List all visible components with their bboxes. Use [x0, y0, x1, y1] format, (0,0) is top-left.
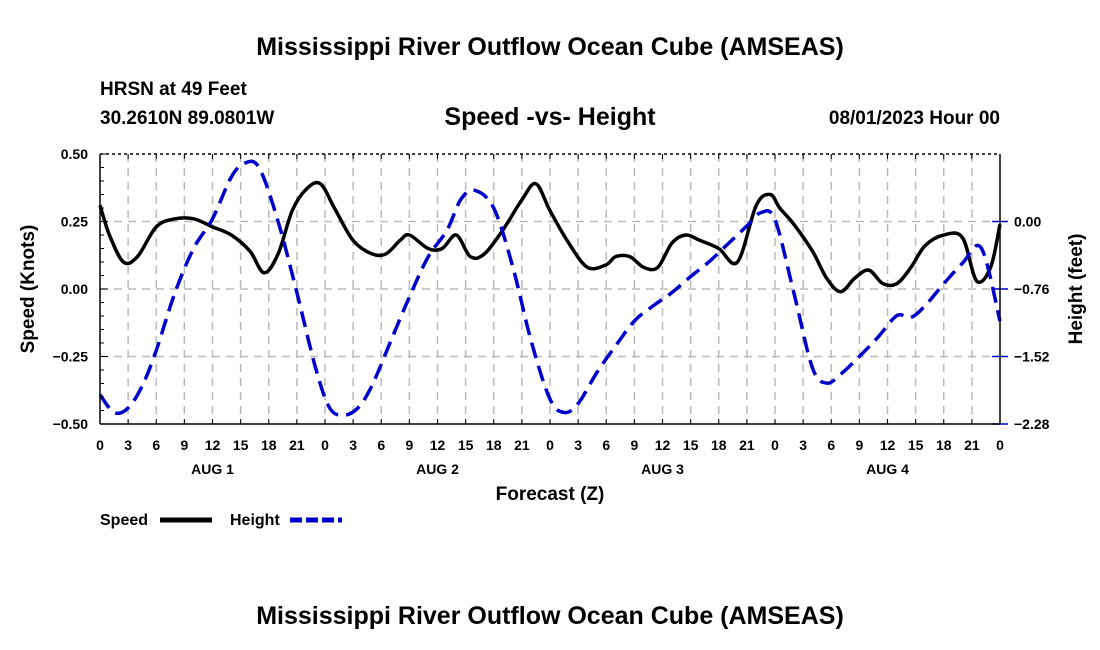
x-tick-label: 9 [180, 437, 188, 453]
grid-lines [100, 154, 1000, 424]
x-tick-label: 3 [574, 437, 582, 453]
x-tick-label: 6 [377, 437, 385, 453]
x-tick-label: 12 [430, 437, 446, 453]
x-tick-label: 3 [349, 437, 357, 453]
x-tick-label: 18 [711, 437, 727, 453]
x-tick-label: 6 [602, 437, 610, 453]
x-tick-label: 9 [630, 437, 638, 453]
x-tick-label: 15 [458, 437, 474, 453]
x-day-label: AUG 4 [866, 461, 909, 477]
x-tick-label: 6 [152, 437, 160, 453]
x-tick-label: 0 [996, 437, 1004, 453]
y-tick-label-right: −1.52 [1014, 349, 1050, 365]
coordinates-label: 30.2610N 89.0801W [100, 108, 274, 129]
y-tick-label-right: −0.76 [1014, 281, 1050, 297]
x-tick-label: 18 [486, 437, 502, 453]
x-tick-label: 15 [683, 437, 699, 453]
x-tick-label: 18 [261, 437, 277, 453]
x-tick-label: 12 [205, 437, 221, 453]
x-tick-label: 21 [964, 437, 980, 453]
x-axis-label: Forecast (Z) [496, 484, 605, 505]
x-day-label: AUG 3 [641, 461, 684, 477]
legend: Speed Height [100, 512, 342, 529]
x-tick-label: 3 [124, 437, 132, 453]
y-tick-label-right: −2.28 [1014, 416, 1050, 432]
x-tick-label: 0 [546, 437, 554, 453]
x-tick-label: 21 [739, 437, 755, 453]
x-tick-label: 18 [936, 437, 952, 453]
y-tick-label-left: −0.50 [53, 416, 89, 432]
y-axis-label-left: Speed (Knots) [18, 225, 39, 354]
x-tick-label: 0 [321, 437, 329, 453]
y-axis-label-right: Height (feet) [1066, 234, 1087, 345]
y-tick-label-left: −0.25 [53, 349, 89, 365]
forecast-datetime: 08/01/2023 Hour 00 [829, 108, 1000, 129]
y-tick-label-left: 0.50 [61, 146, 88, 162]
legend-speed-label: Speed [100, 512, 148, 529]
y-tick-label-left: 0.25 [61, 214, 88, 230]
x-day-label: AUG 2 [416, 461, 459, 477]
x-tick-label: 9 [405, 437, 413, 453]
x-day-label: AUG 1 [191, 461, 234, 477]
axes-layer: 0 3 6 9 12 15 18 21 0 3 6 9 12 15 18 21 0 3 6 9 12 15 18 21 0 3 6 9… [53, 146, 1050, 477]
legend-height-label: Height [230, 512, 280, 529]
y-tick-label-right: 0.00 [1014, 214, 1041, 230]
x-tick-label: 6 [827, 437, 835, 453]
speed-height-chart: Mississippi River Outflow Ocean Cube (AM… [0, 0, 1100, 650]
x-tick-label: 3 [799, 437, 807, 453]
x-tick-label: 12 [655, 437, 671, 453]
page-title-top: Mississippi River Outflow Ocean Cube (AM… [256, 33, 844, 61]
x-tick-label: 12 [880, 437, 896, 453]
x-tick-label: 15 [233, 437, 249, 453]
x-tick-label: 21 [514, 437, 530, 453]
page-title-bottom: Mississippi River Outflow Ocean Cube (AM… [256, 602, 844, 630]
chart-title: Speed -vs- Height [444, 103, 656, 131]
x-tick-label: 9 [855, 437, 863, 453]
station-label: HRSN at 49 Feet [100, 79, 247, 100]
x-tick-label: 15 [908, 437, 924, 453]
y-tick-label-left: 0.00 [61, 281, 88, 297]
x-tick-label: 0 [96, 437, 104, 453]
x-tick-label: 21 [289, 437, 305, 453]
x-tick-label: 0 [771, 437, 779, 453]
